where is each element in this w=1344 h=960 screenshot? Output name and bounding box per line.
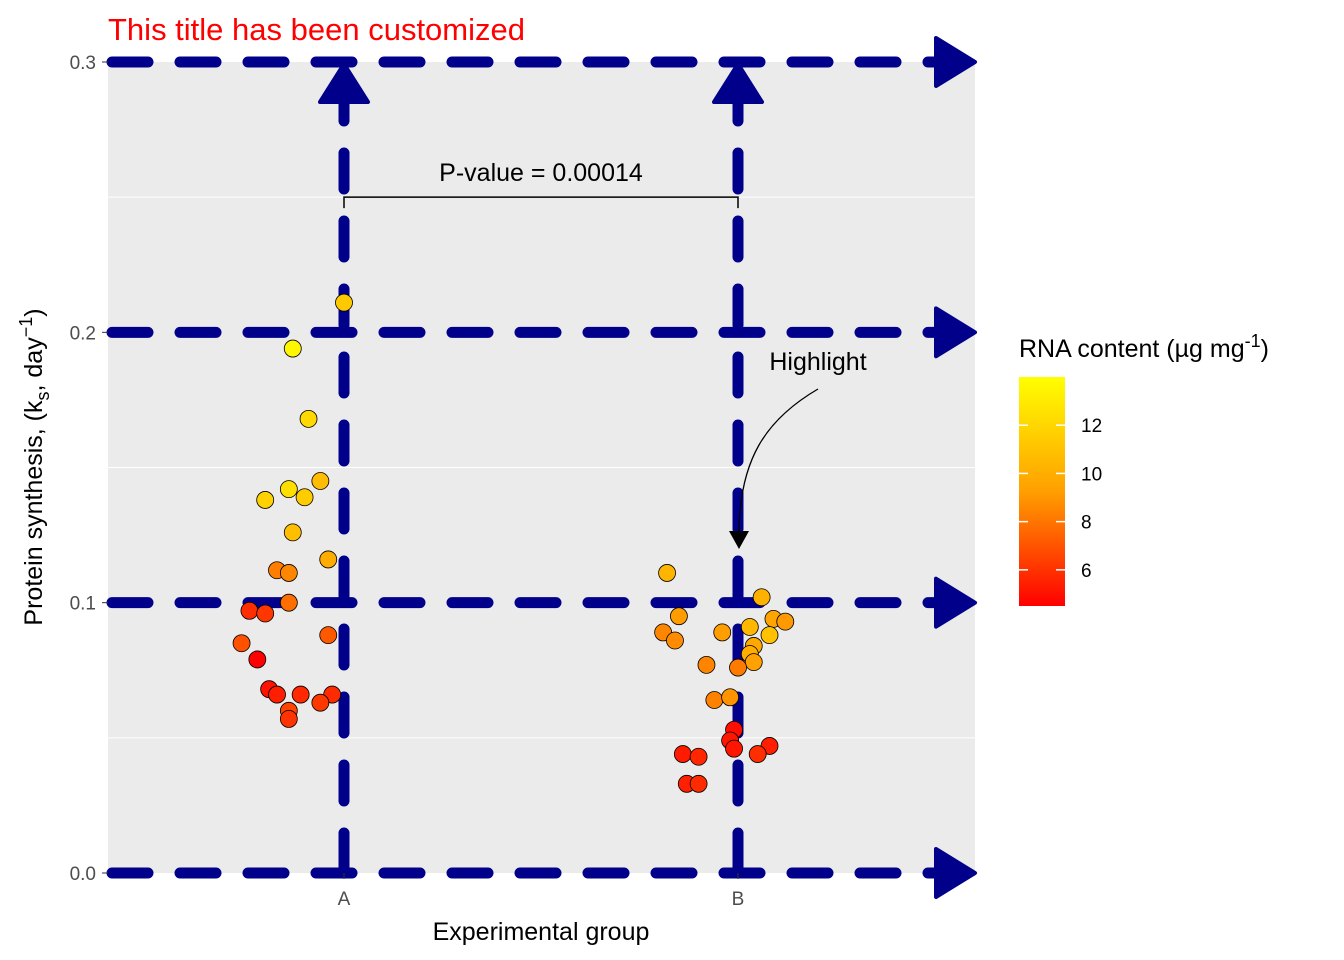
data-point-a <box>240 601 259 620</box>
y-tick-label: 0.0 <box>70 864 96 885</box>
y-tick-label: 0.2 <box>70 323 96 344</box>
data-point-b <box>760 626 779 645</box>
y-axis: 0.0 0.1 0.2 0.3 <box>70 53 108 885</box>
data-point-b <box>697 655 716 674</box>
data-point-a <box>248 650 267 669</box>
bracket-line <box>343 196 739 209</box>
data-point-a <box>279 593 298 612</box>
data-point-a <box>256 604 275 623</box>
data-point-a <box>256 491 275 509</box>
legend: RNA content (µg mg-1) 6 8 10 12 <box>1019 331 1269 606</box>
data-point-a <box>295 488 314 507</box>
data-point-a <box>268 685 286 704</box>
data-point-a <box>279 480 298 499</box>
gridline-arrowhead <box>934 576 977 629</box>
y-axis-title-superscript: −1 <box>16 317 36 338</box>
major-gridlines <box>106 36 977 899</box>
data-point-b <box>729 658 747 677</box>
data-point-b <box>658 564 676 582</box>
gridline-arrowhead <box>934 36 977 88</box>
gridline-arrowhead <box>934 306 977 359</box>
y-axis-title-subscript: s <box>33 391 53 400</box>
data-point-b <box>713 623 732 642</box>
legend-tick-label: 10 <box>1081 464 1102 485</box>
data-point-a <box>279 710 298 728</box>
data-point-a <box>311 693 330 712</box>
highlight-arrowhead <box>729 531 749 549</box>
data-points <box>232 293 795 793</box>
data-point-a <box>311 472 330 490</box>
data-point-a <box>283 523 302 542</box>
data-point-b <box>776 612 795 631</box>
legend-tick-label: 6 <box>1081 561 1092 582</box>
data-point-a <box>319 550 338 569</box>
x-tick-label: A <box>338 889 351 910</box>
legend-tick-label: 8 <box>1081 513 1092 534</box>
x-tick-label: B <box>732 889 745 910</box>
data-point-b <box>744 653 763 672</box>
legend-title-close: ) <box>1261 335 1269 363</box>
pvalue-label: P-value = 0.00014 <box>439 159 643 187</box>
pvalue-bracket <box>343 196 739 209</box>
data-point-b <box>721 688 740 707</box>
y-axis-title: Protein synthesis, (ks, day−1) <box>16 308 53 625</box>
data-point-b <box>740 618 759 636</box>
data-point-a <box>299 409 318 428</box>
legend-ticks: 6 8 10 12 <box>1019 416 1102 582</box>
legend-tick-label: 12 <box>1081 416 1102 437</box>
data-point-a <box>283 339 302 358</box>
data-point-b <box>689 774 708 793</box>
data-point-b <box>705 691 724 709</box>
y-axis-title-unit: , day <box>20 337 48 392</box>
gridline-arrowhead <box>712 62 764 104</box>
y-tick-label: 0.1 <box>70 594 96 615</box>
gridline-arrowhead <box>934 847 977 899</box>
data-point-a <box>291 685 310 704</box>
data-point-a <box>335 293 353 312</box>
data-point-b <box>725 739 743 758</box>
data-point-a <box>319 626 338 645</box>
y-axis-title-main: Protein synthesis, (k <box>20 400 48 626</box>
data-point-b <box>752 588 771 607</box>
data-point-b <box>689 747 708 766</box>
y-axis-title-close: ) <box>20 308 48 316</box>
data-point-a <box>279 564 298 582</box>
data-point-a <box>232 634 251 653</box>
y-tick-label: 0.3 <box>70 53 96 74</box>
highlight-curve <box>738 388 819 532</box>
data-point-b <box>673 745 692 763</box>
chart-title: This title has been customized <box>108 12 525 47</box>
highlight-label: Highlight <box>769 348 866 376</box>
legend-title: RNA content (µg mg-1) <box>1019 331 1269 363</box>
x-axis-title: Experimental group <box>433 918 650 946</box>
data-point-b <box>666 631 684 650</box>
data-point-b <box>670 607 688 626</box>
gridline-arrowhead <box>318 62 370 104</box>
legend-title-main: RNA content (µg mg <box>1019 335 1245 363</box>
legend-title-superscript: -1 <box>1245 331 1261 351</box>
highlight-arrow <box>729 388 819 549</box>
legend-colorbar <box>1019 377 1065 606</box>
data-point-b <box>748 745 767 763</box>
